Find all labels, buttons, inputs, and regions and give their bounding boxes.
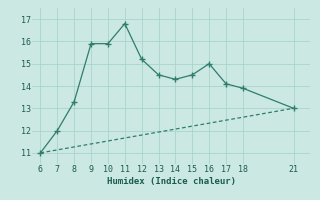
X-axis label: Humidex (Indice chaleur): Humidex (Indice chaleur)	[107, 177, 236, 186]
